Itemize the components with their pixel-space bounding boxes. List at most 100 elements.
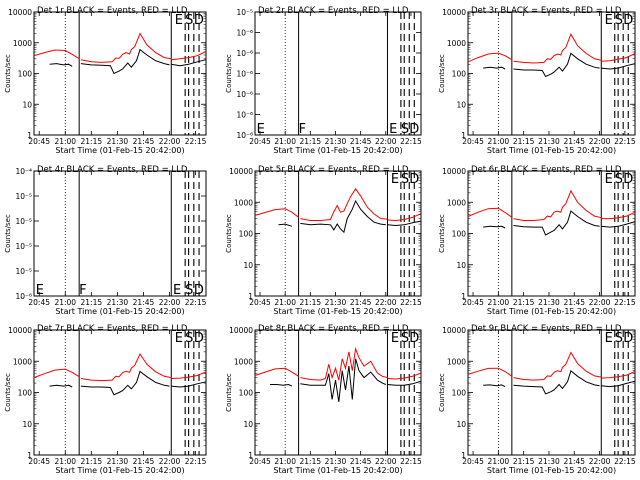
lld-series-segment-3 bbox=[601, 211, 636, 220]
x-tick-label: 22:15 bbox=[614, 298, 636, 307]
x-tick-label: 22:00 bbox=[375, 457, 397, 466]
x-tick-label: 21:30 bbox=[325, 457, 347, 466]
y-tick-label: 10⁻⁶ bbox=[236, 131, 253, 140]
events-series-segment-3 bbox=[601, 63, 636, 70]
y-axis-label: Counts/sec bbox=[225, 214, 233, 253]
events-series-segment-1 bbox=[49, 63, 73, 67]
y-axis-label: Counts/sec bbox=[225, 373, 233, 412]
y-axis-label: Counts/sec bbox=[4, 373, 12, 412]
x-tick-label: 21:00 bbox=[488, 298, 510, 307]
lld-series-segment-1 bbox=[254, 367, 299, 377]
marker-top-S: S bbox=[401, 172, 409, 187]
y-tick-label: 10⁻⁶ bbox=[236, 49, 253, 58]
y-tick-label: 10000 bbox=[229, 167, 253, 176]
x-tick-label: 22:15 bbox=[185, 298, 207, 307]
plot-frame bbox=[33, 11, 207, 136]
events-series-segment-1 bbox=[270, 383, 293, 387]
y-tick-label: 10⁻⁶ bbox=[236, 90, 253, 99]
x-tick-label: 21:00 bbox=[54, 137, 76, 146]
x-tick-label: 21:15 bbox=[300, 137, 322, 146]
lld-series-segment-3 bbox=[387, 372, 422, 380]
panel-title: Det 3r BLACK = Events, RED = LLD bbox=[471, 6, 622, 16]
x-tick-label: 22:00 bbox=[589, 137, 611, 146]
y-tick-label: 1000 bbox=[13, 357, 32, 366]
events-series-segment-2 bbox=[513, 52, 600, 78]
detector-panel-6: Det 6r BLACK = Events, RED = LLD Counts/s… bbox=[438, 165, 636, 316]
lld-series-segment-3 bbox=[171, 371, 207, 379]
y-tick-label: 1000 bbox=[447, 39, 466, 48]
y-tick-label: 1 bbox=[27, 451, 32, 460]
panel-title: Det 7r BLACK = Events, RED = LLD bbox=[37, 324, 188, 334]
x-tick-label: 21:15 bbox=[81, 298, 103, 307]
marker-D: D bbox=[409, 122, 419, 137]
marker-E: E bbox=[257, 122, 265, 137]
x-tick-label: 21:00 bbox=[54, 298, 76, 307]
marker-top-E: E bbox=[605, 172, 613, 187]
x-tick-label: 20:45 bbox=[249, 457, 271, 466]
x-tick-label: 22:15 bbox=[400, 298, 422, 307]
plot-frame bbox=[254, 170, 422, 297]
marker-top-E: E bbox=[175, 13, 183, 28]
y-tick-label: 100 bbox=[239, 389, 254, 398]
plot-frame bbox=[254, 11, 422, 136]
x-axis-label: Start Time (01-Feb-15 20:42:00) bbox=[273, 146, 402, 155]
x-tick-label: 22:15 bbox=[400, 137, 422, 146]
marker-F: F bbox=[299, 122, 306, 137]
y-axis-label: Counts/sec bbox=[438, 54, 446, 93]
y-tick-label: 1 bbox=[27, 131, 32, 140]
events-series-segment-3 bbox=[601, 221, 636, 228]
y-tick-label: 10000 bbox=[8, 326, 32, 335]
x-tick-label: 21:00 bbox=[488, 137, 510, 146]
marker-top-E: E bbox=[391, 331, 399, 346]
events-series-segment-2 bbox=[80, 48, 170, 75]
x-tick-label: 21:30 bbox=[538, 137, 560, 146]
lld-series-segment-2 bbox=[80, 32, 172, 63]
y-tick-label: 10000 bbox=[8, 8, 32, 17]
y-tick-label: 10 bbox=[456, 100, 466, 109]
detector-panel-8: Det 8r BLACK = Events, RED = LLD Counts/s… bbox=[225, 324, 422, 475]
y-tick-label: 10⁻⁵ bbox=[15, 192, 32, 201]
events-series-segment-2 bbox=[300, 358, 386, 402]
marker-F: F bbox=[79, 283, 86, 298]
events-series-segment-2 bbox=[513, 210, 600, 236]
marker-top-E: E bbox=[605, 331, 613, 346]
lld-series-segment-3 bbox=[601, 371, 636, 379]
x-tick-label: 21:45 bbox=[350, 137, 372, 146]
x-tick-label: 21:30 bbox=[538, 457, 560, 466]
y-tick-label: 100 bbox=[18, 389, 33, 398]
panel-title: Det 5r BLACK = Events, RED = LLD bbox=[258, 165, 409, 175]
y-tick-label: 10⁻⁵ bbox=[15, 242, 32, 251]
events-series-segment-1 bbox=[278, 223, 293, 227]
y-tick-label: 10000 bbox=[229, 326, 253, 335]
x-axis-label: Start Time (01-Feb-15 20:42:00) bbox=[487, 466, 616, 475]
lld-series-segment-2 bbox=[300, 346, 388, 381]
marker-top-D: D bbox=[623, 331, 633, 346]
lld-series-segment-1 bbox=[467, 207, 513, 218]
x-tick-label: 20:45 bbox=[462, 298, 484, 307]
y-tick-label: 1 bbox=[461, 451, 466, 460]
x-tick-label: 21:30 bbox=[325, 137, 347, 146]
x-tick-label: 22:00 bbox=[375, 137, 397, 146]
y-tick-label: 10⁻⁵ bbox=[15, 217, 32, 226]
events-series-segment-2 bbox=[513, 370, 600, 395]
x-tick-label: 20:45 bbox=[462, 137, 484, 146]
panel-title: Det 4r BLACK = Events, RED = LLD bbox=[37, 165, 188, 175]
x-tick-label: 21:30 bbox=[538, 298, 560, 307]
x-tick-label: 21:30 bbox=[107, 457, 129, 466]
x-tick-label: 21:15 bbox=[513, 298, 535, 307]
marker-top-D: D bbox=[409, 172, 419, 187]
marker-top-E: E bbox=[175, 331, 183, 346]
y-tick-label: 100 bbox=[18, 70, 33, 79]
y-tick-label: 10 bbox=[456, 420, 466, 429]
y-tick-label: 10 bbox=[456, 261, 466, 270]
y-tick-label: 10⁻⁶ bbox=[236, 70, 253, 79]
x-tick-label: 20:45 bbox=[249, 137, 271, 146]
lld-series-segment-1 bbox=[254, 208, 299, 218]
marker-top-D: D bbox=[623, 13, 633, 28]
y-tick-label: 10 bbox=[243, 420, 253, 429]
x-axis-label: Start Time (01-Feb-15 20:42:00) bbox=[487, 146, 616, 155]
detector-panel-4: Det 4r BLACK = Events, RED = LLD Counts/s… bbox=[4, 165, 207, 316]
x-tick-label: 21:30 bbox=[107, 137, 129, 146]
x-tick-label: 21:15 bbox=[513, 457, 535, 466]
y-tick-label: 1000 bbox=[13, 39, 32, 48]
